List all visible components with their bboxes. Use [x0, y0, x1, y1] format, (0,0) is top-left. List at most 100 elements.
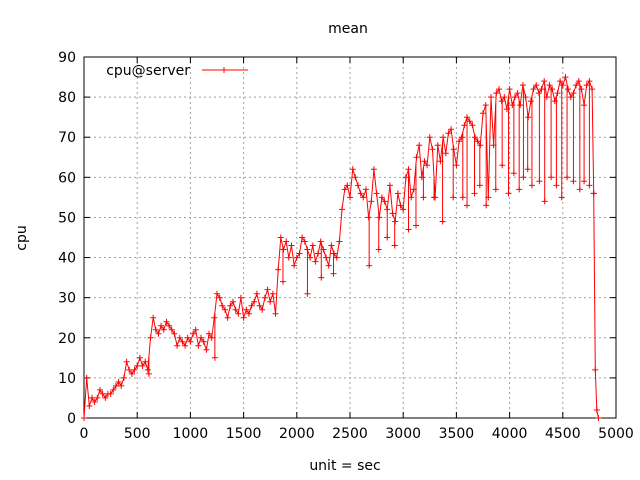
- spike-marker: [528, 182, 535, 189]
- data-point-marker: [546, 82, 553, 89]
- x-tick-label: 3000: [385, 426, 421, 442]
- spike-marker: [520, 174, 527, 181]
- y-tick-label: 20: [58, 331, 76, 347]
- spike-marker: [541, 198, 548, 205]
- spike-marker: [524, 166, 531, 173]
- data-point-marker: [155, 330, 162, 337]
- data-point-marker: [394, 190, 401, 197]
- y-tick-label: 30: [58, 291, 76, 307]
- data-point-marker: [482, 102, 489, 109]
- spike-marker: [471, 190, 478, 197]
- spike-marker: [570, 178, 577, 185]
- data-point-marker: [280, 246, 287, 253]
- spike-marker: [510, 170, 517, 177]
- data-point-marker: [198, 334, 204, 341]
- data-point-marker: [357, 190, 364, 197]
- data-point-marker: [150, 314, 157, 321]
- data-point-marker: [533, 82, 540, 89]
- data-point-marker: [525, 114, 532, 121]
- chart-title: mean: [328, 21, 368, 37]
- data-point-marker: [352, 174, 359, 181]
- legend-label: cpu@server: [106, 63, 190, 79]
- spike-marker: [492, 186, 499, 193]
- y-tick-label: 10: [58, 371, 76, 387]
- data-point-marker: [466, 118, 473, 125]
- y-tick-label: 50: [58, 210, 76, 226]
- data-point-marker: [370, 166, 377, 173]
- spike-marker: [211, 354, 218, 361]
- axis-ticks: 0 500 1000 1500 2000 2500 3000 3500 4000 4500 5000…: [58, 50, 634, 442]
- x-tick-label: 2500: [332, 426, 368, 442]
- data-point-marker: [325, 262, 332, 269]
- legend: cpu@server: [106, 63, 248, 79]
- data-point-marker: [115, 378, 122, 385]
- data-point-marker: [506, 86, 513, 93]
- spike-marker: [366, 262, 373, 269]
- spike-marker: [459, 194, 466, 201]
- data-point-marker: [557, 78, 564, 85]
- data-point-marker: [211, 314, 218, 321]
- data-point-marker: [559, 82, 566, 89]
- data-point-marker: [227, 302, 234, 309]
- x-tick-label: 0: [80, 426, 89, 442]
- data-point-marker: [128, 370, 135, 377]
- spike-marker: [476, 182, 483, 189]
- spike-marker: [439, 218, 446, 225]
- data-point-marker: [123, 358, 130, 365]
- data-point-marker: [402, 174, 409, 181]
- data-point-marker: [160, 326, 167, 333]
- data-point-marker: [349, 166, 356, 173]
- data-point-marker: [230, 298, 236, 305]
- data-point-marker: [461, 122, 468, 129]
- data-point-marker: [339, 206, 345, 213]
- data-point-marker: [182, 342, 189, 349]
- legend-marker-sample: [221, 67, 227, 73]
- data-point-marker: [541, 78, 548, 85]
- data-point-marker: [408, 194, 415, 201]
- data-point-marker: [424, 162, 431, 169]
- spike-marker: [145, 370, 152, 377]
- data-point-marker: [421, 158, 428, 165]
- data-point-marker: [203, 346, 210, 353]
- spike-marker: [516, 186, 523, 193]
- data-point-marker: [488, 94, 494, 101]
- data-point-marker: [389, 210, 396, 217]
- y-tick-label: 90: [58, 50, 76, 66]
- data-point-marker: [126, 366, 133, 373]
- data-point-marker: [235, 310, 242, 317]
- data-point-marker: [514, 90, 521, 97]
- data-point-marker: [293, 254, 300, 261]
- data-point-marker: [363, 186, 369, 193]
- data-point-marker: [285, 254, 292, 261]
- spike-marker: [536, 178, 543, 185]
- y-tick-label: 70: [58, 130, 76, 146]
- spike-marker: [464, 202, 470, 209]
- data-point-marker: [565, 86, 572, 93]
- data-point-marker: [208, 334, 215, 341]
- data-point-marker: [184, 334, 191, 341]
- data-point-marker: [291, 262, 298, 269]
- spike-marker: [483, 202, 490, 209]
- spike-marker: [499, 162, 506, 169]
- data-point-marker: [89, 394, 95, 401]
- data-point-marker: [472, 134, 478, 141]
- data-point-marker: [216, 294, 223, 301]
- data-point-marker: [97, 386, 103, 393]
- data-point-marker: [434, 142, 441, 149]
- data-point-marker: [400, 206, 407, 213]
- x-tick-label: 4000: [492, 426, 528, 442]
- spike-marker: [505, 190, 512, 197]
- data-point-marker: [118, 382, 125, 389]
- data-point-marker: [237, 294, 244, 301]
- data-point-marker: [328, 242, 335, 249]
- data-point-marker: [99, 390, 106, 397]
- data-point-marker: [323, 254, 330, 261]
- data-point-marker: [493, 90, 500, 97]
- data-point-marker: [134, 362, 141, 369]
- data-point-marker: [214, 290, 220, 297]
- data-point-marker: [442, 150, 449, 157]
- data-point-marker: [573, 82, 580, 89]
- data-point-marker: [253, 290, 260, 297]
- data-point-marker: [309, 242, 316, 249]
- data-point-marker: [376, 214, 383, 221]
